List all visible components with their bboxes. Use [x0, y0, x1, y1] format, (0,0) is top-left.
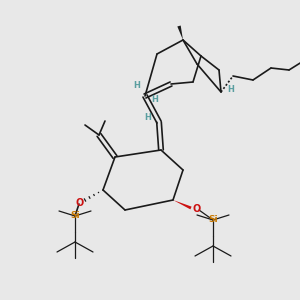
Text: Si: Si [208, 215, 218, 224]
Text: Si: Si [70, 212, 80, 220]
Text: O: O [193, 204, 201, 214]
Text: H: H [228, 85, 234, 94]
Polygon shape [173, 200, 192, 209]
Text: H: H [152, 95, 158, 104]
Text: H: H [134, 82, 140, 91]
Polygon shape [177, 26, 183, 40]
Text: H: H [145, 113, 152, 122]
Text: O: O [76, 198, 84, 208]
